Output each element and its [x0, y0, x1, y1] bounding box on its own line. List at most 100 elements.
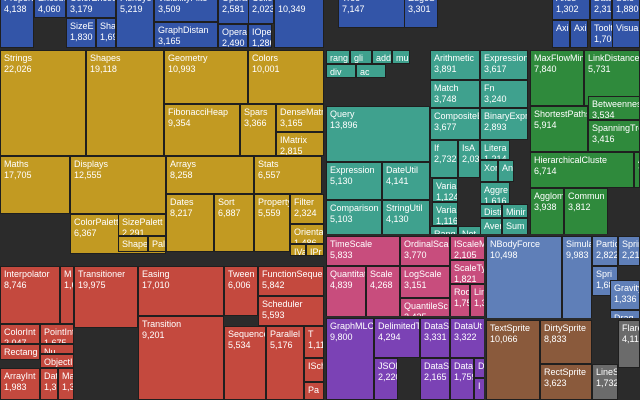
treemap-cell-label: SizePalett — [122, 217, 163, 227]
treemap-cell-label: Drag — [614, 313, 634, 323]
treemap-cell-value: 2,059 — [122, 250, 145, 260]
treemap-cell-value: 3,165 — [280, 118, 303, 128]
treemap-cell-value: 3,891 — [434, 64, 457, 74]
treemap-cell: T1,11 — [304, 326, 324, 358]
group-separator — [0, 264, 324, 266]
treemap-cell-label: ColorInt — [4, 327, 36, 337]
treemap-cell-rect — [276, 132, 324, 156]
treemap-cell-label: ISch — [308, 361, 326, 371]
group-separator — [324, 48, 326, 400]
treemap-cell-value: 4,294 — [378, 332, 401, 342]
treemap-cell-label: Axi — [556, 23, 569, 33]
treemap-cell-value: 1,486 — [294, 238, 317, 248]
treemap-cell-value: 4,138 — [4, 4, 27, 14]
treemap-cell-value: 2,047 — [4, 338, 27, 348]
treemap-cell-label: DenseMatrix — [280, 107, 331, 117]
treemap-cell-value: 2,581 — [222, 4, 245, 14]
treemap-cell-label: Scale — [370, 269, 393, 279]
treemap-cell-rect — [0, 0, 34, 48]
treemap-cell-rect — [274, 0, 324, 48]
treemap-cell-label: ScaleTyp — [454, 263, 491, 273]
treemap-cell-value: 10,001 — [252, 64, 280, 74]
treemap-cell-rect — [148, 236, 166, 252]
treemap-cell: rang — [326, 50, 350, 64]
treemap-cell-label: Partic — [596, 239, 620, 249]
treemap-cell: Axi — [552, 20, 570, 48]
treemap-cell-value: 7,840 — [534, 64, 557, 74]
treemap-cell-rect — [420, 358, 450, 400]
treemap-cell-label: Transitioner — [78, 269, 125, 279]
treemap-cell-label: Tree — [342, 0, 360, 3]
treemap-cell-label: mu — [396, 53, 409, 63]
treemap-cell-rect — [248, 50, 324, 104]
treemap-cell-value: 1,229 — [152, 250, 175, 260]
treemap-cell-value: 2,435 — [404, 312, 427, 322]
treemap-cell: div — [326, 64, 356, 78]
treemap-cell-label: SizeE — [70, 21, 94, 31]
treemap-cell-value: 3,165 — [158, 36, 181, 46]
treemap-cell-value: 1,302 — [556, 4, 579, 14]
treemap-cell-label: PointInt — [44, 327, 75, 337]
treemap-cell: Propert4,138 — [0, 0, 34, 48]
treemap-cell-label: FunctionSeque — [262, 269, 323, 279]
treemap-cell-rect — [0, 156, 70, 214]
treemap-cell-value: 1,675 — [44, 338, 67, 348]
treemap-cell-rect — [480, 182, 510, 204]
treemap-cell-value: 3,240 — [484, 94, 507, 104]
treemap-cell-label: LinkDistance — [588, 53, 640, 63]
treemap-cell-label: ArrayInt — [4, 371, 36, 381]
treemap-cell-rect — [326, 50, 350, 64]
treemap-cell-rect — [166, 194, 214, 252]
treemap-cell-label: Shape — [122, 239, 148, 249]
treemap-cell-label: Propert — [4, 0, 34, 3]
treemap-cell-value: 1,732 — [596, 378, 619, 388]
treemap-cell-label: Dates — [170, 197, 194, 207]
treemap-cell-label: JSON — [378, 361, 402, 371]
treemap-cell-rect — [458, 140, 480, 178]
treemap-cell-value: 1,983 — [4, 382, 27, 392]
treemap-cell-label: Interpolator — [4, 269, 50, 279]
treemap-cell-rect — [0, 50, 86, 156]
treemap-cell-rect — [164, 104, 240, 156]
treemap-cell-rect — [590, 0, 612, 20]
treemap-cell-label: Shapes — [90, 53, 121, 63]
treemap-cell-rect — [480, 108, 528, 140]
treemap-cell-rect — [66, 0, 116, 18]
treemap-cell: ISch — [304, 358, 326, 382]
treemap-cell-label: DelimitedT — [378, 321, 422, 331]
treemap-cell-rect — [450, 318, 486, 358]
treemap-cell-value: 3,623 — [544, 378, 567, 388]
treemap-cell-rect — [154, 0, 218, 22]
treemap-cell-label: DateUtil — [386, 165, 418, 175]
treemap-cell-label: Property — [258, 197, 293, 207]
treemap-cell-label: AspectR — [638, 155, 640, 165]
treemap-cell: AspectR7,074 — [634, 152, 640, 188]
treemap-cell-value: 2,324 — [294, 208, 317, 218]
treemap-cell-value: 2,165 — [424, 372, 447, 382]
treemap-cell-value: 1,701 — [594, 34, 617, 44]
treemap-cell-label: Sum — [506, 221, 525, 231]
treemap-cell-label: Scheduler — [262, 299, 303, 309]
